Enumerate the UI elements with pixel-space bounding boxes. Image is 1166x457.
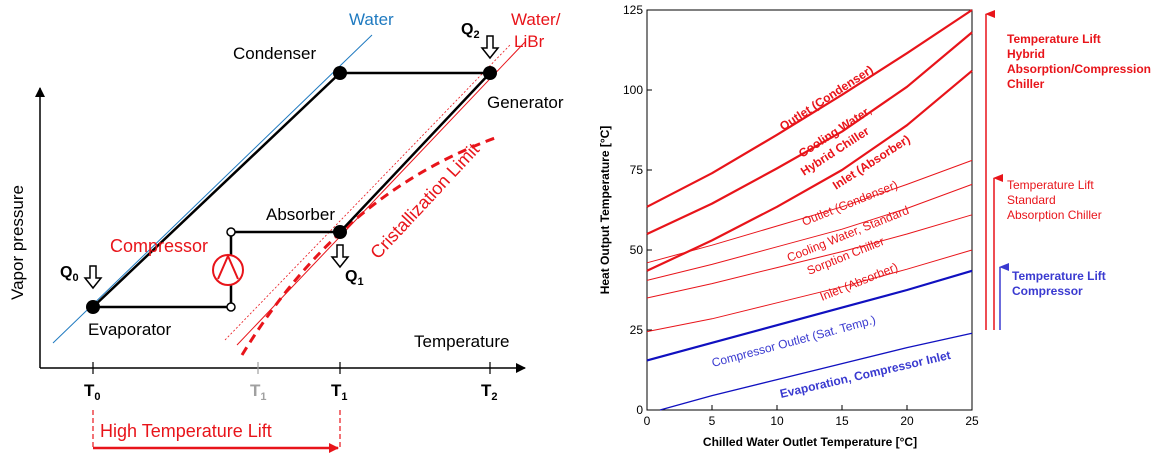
evaporator-label: Evaporator	[88, 320, 171, 339]
series-line-7	[646, 269, 973, 362]
legend-compressor-1: Temperature Lift	[1012, 269, 1106, 283]
water-libr-line	[236, 41, 526, 346]
x-axis-label: Chilled Water Outlet Temperature [°C]	[703, 435, 917, 449]
series-line-1	[646, 31, 973, 235]
x-tick-label-4: 20	[900, 414, 914, 428]
left-diagram: Vapor pressure Temperature Water Water/ …	[8, 10, 564, 453]
q1-arrow-icon	[330, 244, 350, 269]
x-tick-label-1: 5	[709, 414, 716, 428]
t1-grey-label: T1	[250, 381, 267, 403]
y-tick-label-2: 50	[630, 243, 644, 257]
y-axis-label: Heat Output Temperature [°C]	[598, 126, 612, 295]
cristallization-limit-line	[240, 136, 496, 356]
condenser-point	[333, 66, 347, 80]
y-tick-label-3: 75	[630, 163, 644, 177]
generator-point	[483, 66, 497, 80]
t0-label: T0	[84, 381, 101, 403]
x-tick-label-2: 10	[770, 414, 784, 428]
series-line-8	[659, 332, 973, 411]
water-libr-label-2: LiBr	[514, 32, 545, 51]
series-line-6	[646, 249, 973, 333]
evaporation-label: Evaporation, Compressor Inlet	[779, 348, 952, 401]
legend-hybrid-1: Temperature Lift	[1007, 32, 1101, 46]
series-line-5	[646, 214, 973, 299]
y-tick-label-4: 100	[623, 83, 643, 97]
generator-label: Generator	[487, 93, 564, 112]
q2-label: Q2	[461, 21, 480, 41]
compressor-outlet-node	[226, 227, 236, 237]
x-tick-label-0: 0	[644, 414, 651, 428]
compressor-symbol	[212, 254, 244, 286]
cristallization-label: Cristallization Limit	[366, 139, 483, 262]
x-tick-label-5: 25	[965, 414, 979, 428]
legend-compressor-2: Compressor	[1012, 284, 1083, 298]
water-label: Water	[349, 10, 394, 29]
evaporator-point	[86, 300, 100, 314]
y-tick-label-1: 25	[630, 323, 644, 337]
series-line-3	[646, 159, 973, 264]
legend-hybrid-3: Absorption/Compression	[1007, 62, 1151, 76]
legend-standard-3: Absorption Chiller	[1007, 208, 1102, 222]
absorber-point	[333, 225, 347, 239]
legend-hybrid-2: Hybrid	[1007, 47, 1045, 61]
legend-standard-2: Standard	[1007, 193, 1056, 207]
t2-label: T2	[481, 381, 498, 403]
y-axis-label: Vapor pressure	[8, 185, 27, 300]
x-axis-label: Temperature	[414, 332, 509, 351]
right-chart: 0 5 10 15 20 25 0 25 50 75 100 125 Chilled Water O…	[598, 3, 1151, 449]
series-lines	[646, 9, 973, 411]
legend-hybrid-4: Chiller	[1007, 77, 1045, 91]
water-libr-dotted-line	[224, 44, 511, 341]
water-line	[52, 34, 373, 344]
high-lift-label: High Temperature Lift	[100, 421, 272, 441]
series-line-4	[646, 183, 973, 281]
q2-arrow-icon	[480, 35, 500, 60]
legend-standard-1: Temperature Lift	[1007, 178, 1094, 192]
q0-arrow-icon	[83, 265, 103, 290]
series-line-0	[646, 9, 973, 208]
q0-label: Q0	[60, 264, 79, 284]
q1-label: Q1	[345, 268, 364, 288]
compressor-inlet-node	[226, 302, 236, 312]
plot-frame	[646, 9, 973, 411]
t1-label: T1	[331, 381, 348, 403]
evaporator-condenser-line	[92, 72, 341, 308]
water-libr-label-1: Water/	[511, 10, 561, 29]
y-tick-label-5: 125	[623, 3, 643, 17]
generator-absorber-line	[339, 72, 491, 233]
y-tick-label-0: 0	[636, 403, 643, 417]
series-line-2	[646, 69, 973, 272]
x-ticks: 0 5 10 15 20 25	[644, 405, 979, 428]
compressor-symbol-mark	[217, 253, 239, 280]
condenser-label: Condenser	[233, 44, 317, 63]
y-ticks: 0 25 50 75 100 125	[623, 3, 652, 417]
absorber-label: Absorber	[266, 205, 335, 224]
x-tick-label-3: 15	[835, 414, 849, 428]
compressor-label: Compressor	[110, 236, 208, 256]
